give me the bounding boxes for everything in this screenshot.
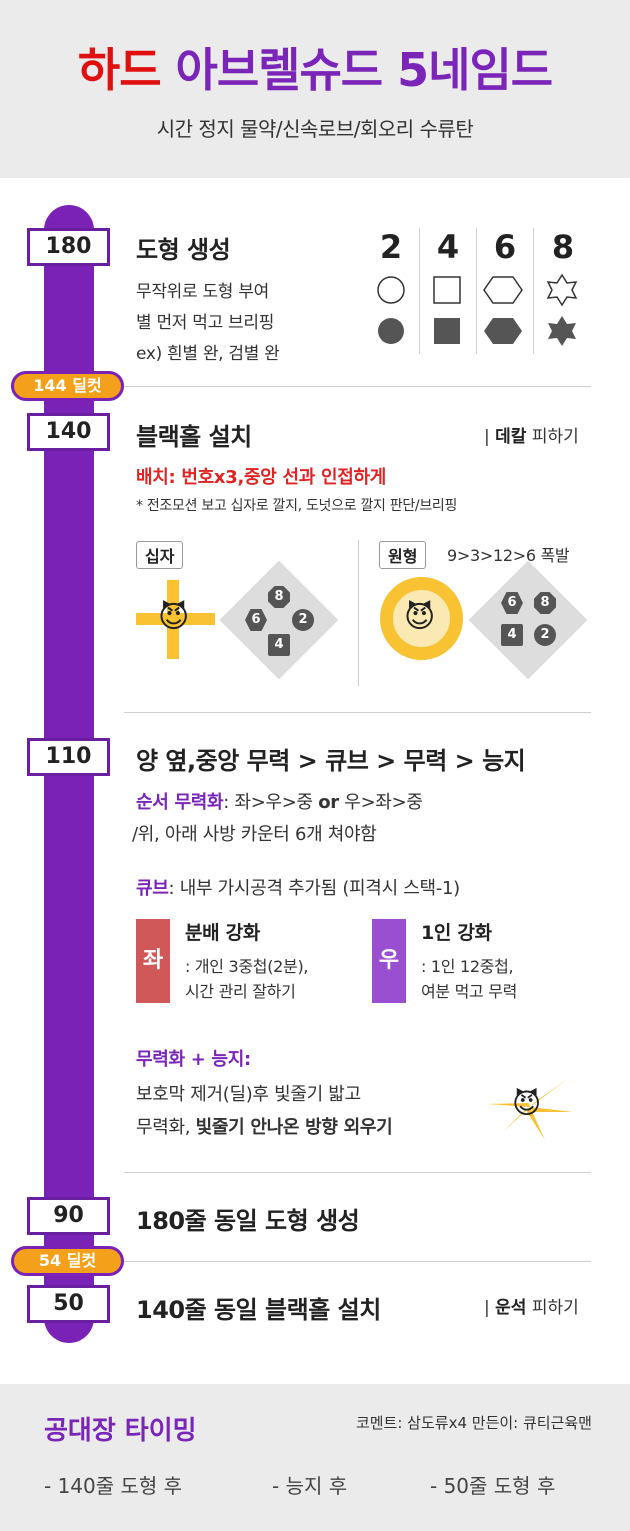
shape-divider [419,228,420,354]
devil-icon: 😈 [158,600,190,635]
white-star-icon [546,273,578,307]
sec140-title: 블랙홀 설치 [136,423,252,451]
sec50-note: | 운석 피하기 [484,1298,579,1318]
footer-item: - 50줄 도형 후 [430,1474,556,1498]
black-hexagon-icon [484,318,522,344]
order-text: : 좌>우>중 [223,792,319,813]
shape-number-2: 2 [379,228,403,266]
footer-item: - 능지 후 [272,1474,348,1498]
hp-marker-50: 50 [27,1285,110,1323]
black-circle-icon [378,318,404,344]
stagger-line2: 무력화, 빛줄기 안나온 방향 외우기 [136,1113,393,1139]
right-line1: : 1인 12중첩, [421,957,514,976]
deal-pill-54: 54 딜컷 [11,1246,124,1276]
badge-8: 8 [534,592,556,614]
section-divider [124,1261,591,1262]
badge-6: 6 [501,592,523,614]
shape-divider [533,228,534,354]
circle-order: 9>3>12>6 폭발 [447,546,570,565]
stagger-label: 무력화 + 능지: [136,1049,251,1070]
right-title: 1인 강화 [421,922,492,944]
shape-number-8: 8 [551,228,575,266]
badge-4: 4 [268,634,290,656]
order-text2: 우>좌>중 [338,792,423,813]
circle-diamond [468,560,588,680]
hp-marker-140: 140 [27,413,110,451]
sec110-order: 순서 무력화: 좌>우>중 or 우>좌>중 [136,788,423,814]
section-divider [124,712,591,713]
white-hexagon-icon [483,276,523,304]
sec180-line3: ex) 흰별 완, 검별 완 [136,344,280,364]
light-beams-icon [487,1078,573,1140]
section-divider [124,386,591,387]
sec180-title: 도형 생성 [136,236,231,264]
white-circle-icon [377,276,405,304]
header [0,0,630,178]
shape-number-4: 4 [436,228,460,266]
right-box: 우 [372,919,406,1003]
hp-marker-180: 180 [27,228,110,266]
left-box: 좌 [136,919,170,1003]
hp-marker-110: 110 [27,738,110,776]
stagger-line2b: 빛줄기 안나온 방향 외우기 [195,1117,393,1138]
sec50-title: 140줄 동일 블랙홀 설치 [136,1296,381,1324]
title-difficulty: 하드 [77,43,162,97]
right-line2: 여분 먹고 무력 [421,982,518,1001]
cross-horizontal [136,613,215,625]
cube-label: 큐브 [136,878,169,899]
sec140-note-rest: 피하기 [531,427,579,447]
sec180-line2: 별 먼저 먹고 브리핑 [136,313,275,333]
shape-grid [377,273,578,346]
white-square-icon [433,276,461,304]
sec50-note-rest: 피하기 [531,1298,579,1318]
badge-2: 2 [292,609,314,631]
shape-number-6: 6 [493,228,517,266]
order-label: 순서 무력화 [136,792,224,813]
cross-diamond [219,560,339,680]
devil-icon: 😈 [512,1087,542,1120]
left-title: 분배 강화 [185,922,261,944]
badge-4: 4 [501,624,523,646]
footer-item: - 140줄 도형 후 [44,1474,183,1498]
stagger-line1: 보호막 제거(딜)후 빛줄기 밟고 [136,1084,361,1105]
devil-icon: 😈 [404,600,436,635]
badge-6: 6 [245,609,267,631]
sec140-placement: 배치: 번호x3,중앙 선과 인접하게 [136,467,386,488]
sec110-title: 양 옆,중앙 무력 > 큐브 > 무력 > 능지 [136,747,526,775]
hp-marker-90: 90 [27,1197,110,1235]
badge-8: 8 [268,586,290,608]
sec50-note-bold: 운석 [495,1298,527,1318]
shape-divider [476,228,477,354]
left-line2: 시간 관리 잘하기 [185,982,296,1001]
stagger-line2a: 무력화, [136,1117,196,1138]
circle-tag: 원형 [379,541,427,569]
page-title: 하드 아브렐슈드 5네임드 [0,34,630,100]
page-subtitle: 시간 정지 물약/신속로브/회오리 수류탄 [156,117,474,141]
footer-title: 공대장 타이밍 [44,1416,197,1446]
footer [0,1384,630,1531]
cube-text: : 내부 가시공격 추가됨 (피격시 스택-1) [168,878,461,899]
order-or: or [318,792,339,813]
sec140-note-small: * 전조모션 보고 십자로 깔지, 도넛으로 깔지 판단/브리핑 [136,498,458,514]
badge-2: 2 [534,624,556,646]
sec140-note: | 데칼 피하기 [484,427,579,447]
sec110-counter: /위, 아래 사방 카운터 6개 쳐야함 [132,824,377,845]
sec180-line1: 무작위로 도형 부여 [136,282,269,302]
sec110-cube: 큐브: 내부 가시공격 추가됨 (피격시 스택-1) [136,874,460,900]
black-star-icon [548,316,576,346]
title-boss: 아브렐슈드 5네임드 [175,43,554,97]
cross-tag: 십자 [136,541,184,569]
section-divider [124,1172,591,1173]
pattern-divider [358,540,359,686]
sec90-title: 180줄 동일 도형 생성 [136,1207,360,1235]
footer-comment: 코멘트: 삼도류x4 만든이: 큐티근육맨 [355,1414,592,1432]
black-square-icon [434,318,460,344]
deal-pill-144: 144 딜컷 [11,371,124,401]
sec140-note-bold: 데칼 [495,427,527,447]
left-line1: : 개인 3중첩(2분), [185,957,309,976]
